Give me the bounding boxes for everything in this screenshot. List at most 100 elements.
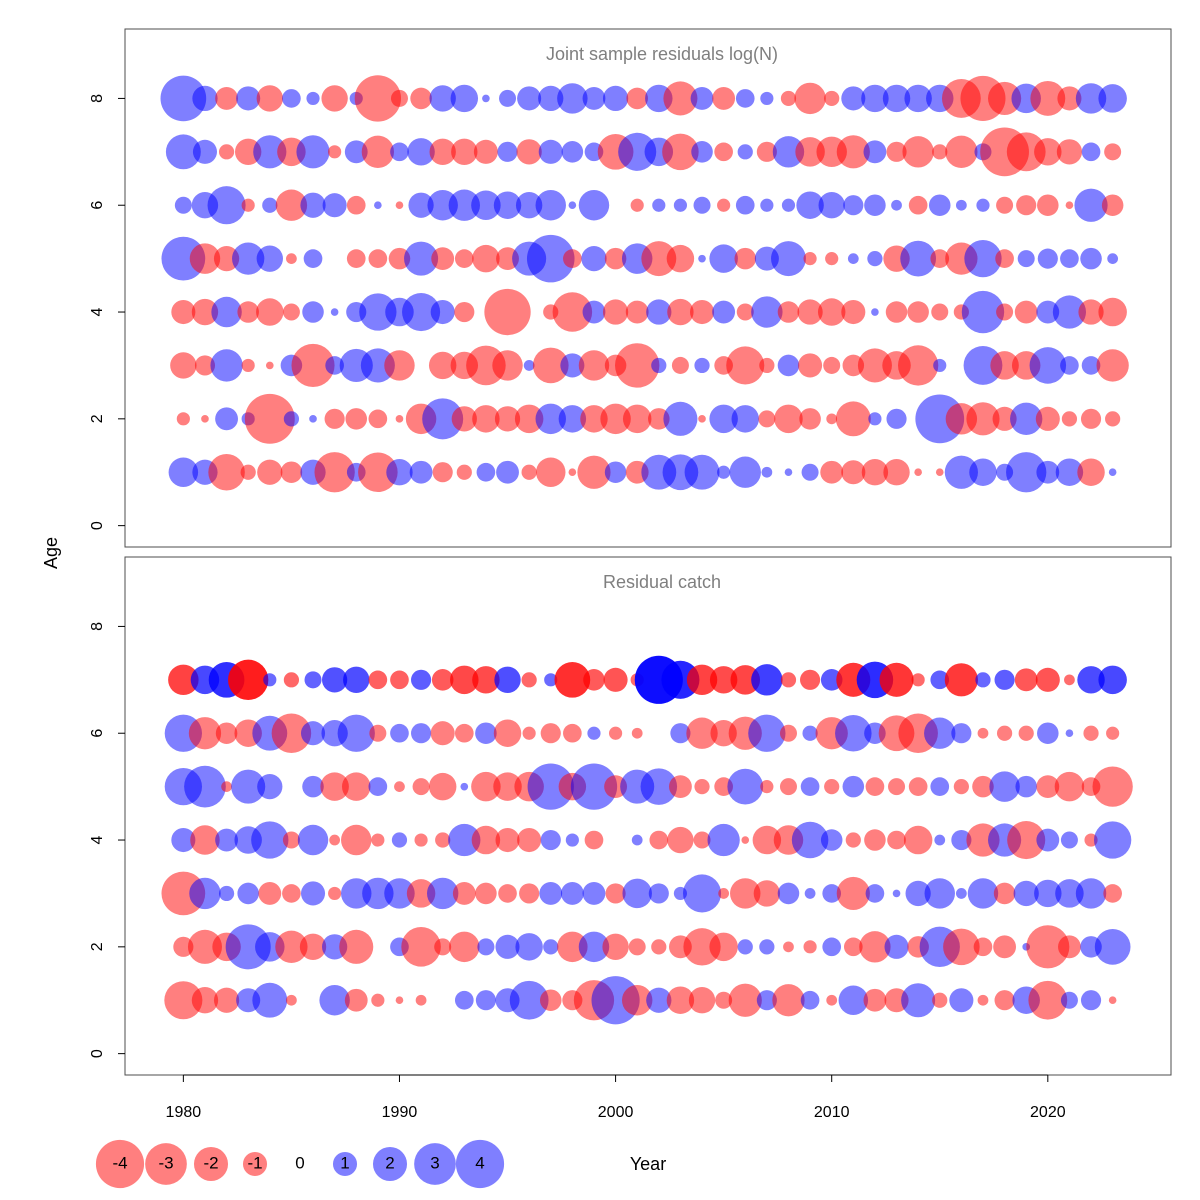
bubble-age4-2019 [1014, 300, 1038, 324]
bubble-age2-2004 [683, 928, 721, 966]
bubble-age5-2013 [888, 778, 906, 796]
bubble-age4-2016 [951, 829, 972, 851]
bubble-age7-1993 [450, 665, 479, 695]
bubble-age4-1987 [330, 308, 339, 316]
bubble-age1-1980 [168, 457, 199, 487]
bubble-age5-2009 [803, 252, 817, 266]
bubble-age2-1996 [514, 404, 544, 434]
bubble-age3-2002 [648, 883, 669, 904]
bubble-age3-2021 [1060, 356, 1079, 375]
bubble-age6-1993 [454, 723, 474, 743]
bubble-age7-2009 [795, 137, 825, 167]
bubble-age7-1980 [165, 134, 201, 170]
bubble-age4-2011 [841, 299, 866, 325]
bubble-age4-1980 [171, 827, 196, 853]
bubble-age4-1993 [448, 823, 481, 857]
bubble-age6-2011 [835, 714, 872, 752]
bubble-age5-2009 [800, 777, 820, 796]
bubble-age1-2012 [863, 988, 887, 1012]
bubble-age6-1990 [390, 723, 409, 743]
bubble-age2-2002 [648, 408, 670, 430]
bubble-age1-1989 [358, 452, 398, 493]
bubble-age7-2003 [662, 133, 699, 171]
bubble-age4-2007 [752, 825, 782, 855]
bubble-age7-1984 [263, 673, 277, 687]
bubble-age5-1980 [161, 236, 206, 281]
bubble-age3-1999 [578, 350, 610, 381]
bubble-age2-2006 [737, 939, 753, 955]
bubble-age3-2009 [798, 353, 823, 378]
bubble-age5-1993 [454, 249, 474, 268]
bubble-age4-2019 [1007, 820, 1046, 860]
bubble-age6-2002 [652, 198, 666, 212]
bubble-age7-1998 [554, 661, 591, 698]
bubble-age4-1984 [251, 821, 289, 859]
bubble-age5-2019 [1017, 250, 1035, 268]
bubble-age2-1997 [543, 939, 559, 955]
bubble-age7-1985 [283, 672, 300, 688]
bubble-age3-2011 [842, 354, 865, 377]
bubble-age4-1995 [484, 288, 531, 336]
bubble-age4-1986 [302, 301, 324, 323]
bubble-age5-1981 [184, 765, 226, 808]
bubble-size-legend: -4 -3 -2 -1 0 1 2 3 4 [95, 1139, 505, 1189]
legend-bubble [414, 1143, 456, 1185]
bubble-age5-2011 [847, 253, 859, 265]
bubble-age4-2006 [736, 303, 754, 321]
x-axis: 1980 1990 2000 2010 2020 [166, 1074, 1066, 1121]
bubble-age7-1989 [368, 670, 388, 690]
legend-bubble [242, 1151, 268, 1177]
bubble-age6-1992 [427, 189, 458, 221]
bubble-age5-1991 [404, 241, 439, 276]
bubble-age2-1990 [395, 415, 404, 423]
bubble-age4-1995 [495, 827, 520, 853]
bubble-age7-1988 [343, 666, 370, 694]
bubble-age3-1995 [498, 884, 517, 903]
bubble-age3-1997 [539, 882, 563, 905]
bubble-age4-2011 [845, 832, 861, 848]
legend-label: -1 [247, 1153, 262, 1172]
bubble-age2-2018 [992, 406, 1017, 431]
bubble-age6-1981 [188, 717, 222, 750]
bubble-age4-1987 [329, 834, 341, 846]
bubble-age4-1998 [565, 833, 579, 847]
bubble-age3-1994 [466, 345, 506, 386]
bubble-age3-1996 [519, 883, 540, 904]
bubble-age3-1987 [325, 356, 344, 375]
bubble-age7-2023 [1104, 143, 1122, 161]
bubble-age6-2019 [1016, 195, 1037, 216]
bubble-age5-2014 [900, 240, 937, 277]
bubble-age2-1994 [472, 405, 500, 433]
bubble-age6-2022 [1074, 188, 1108, 222]
bubble-age7-1994 [473, 139, 498, 164]
bubble-age2-2017 [966, 402, 1000, 436]
bubble-age8-2001 [626, 87, 648, 110]
bubble-age3-2018 [990, 351, 1019, 380]
legend-bubble [95, 1139, 145, 1189]
bubble-age1-1995 [496, 460, 519, 484]
bubble-age2-1997 [535, 403, 566, 435]
bubble-age5-2006 [727, 768, 764, 805]
bubble-age7-1990 [390, 142, 409, 162]
bubble-age3-2017 [963, 346, 1003, 385]
y-tick-label: 2 [89, 414, 106, 423]
bubble-age7-2010 [820, 669, 843, 691]
bubble-age7-2008 [780, 672, 797, 688]
bubble-age3-1981 [194, 355, 216, 376]
bubble-age1-2021 [1060, 991, 1078, 1009]
bubble-age3-1982 [210, 349, 243, 382]
bubble-age6-1996 [522, 726, 536, 740]
y-tick-label: 6 [89, 201, 106, 210]
bubble-age1-2014 [914, 468, 922, 477]
bubble-age6-2009 [802, 725, 818, 741]
bubble-age5-1982 [221, 781, 232, 793]
bubble-age1-2007 [756, 990, 777, 1011]
bubble-age5-2005 [709, 244, 738, 273]
bubble-age2-2005 [709, 932, 738, 962]
bubble-age3-2007 [759, 357, 775, 374]
bubble-age1-2013 [883, 459, 910, 486]
panel-title-bottom: Residual catch [603, 572, 721, 592]
bubble-age1-2019 [1006, 452, 1047, 493]
bubble-age7-2009 [800, 669, 821, 690]
